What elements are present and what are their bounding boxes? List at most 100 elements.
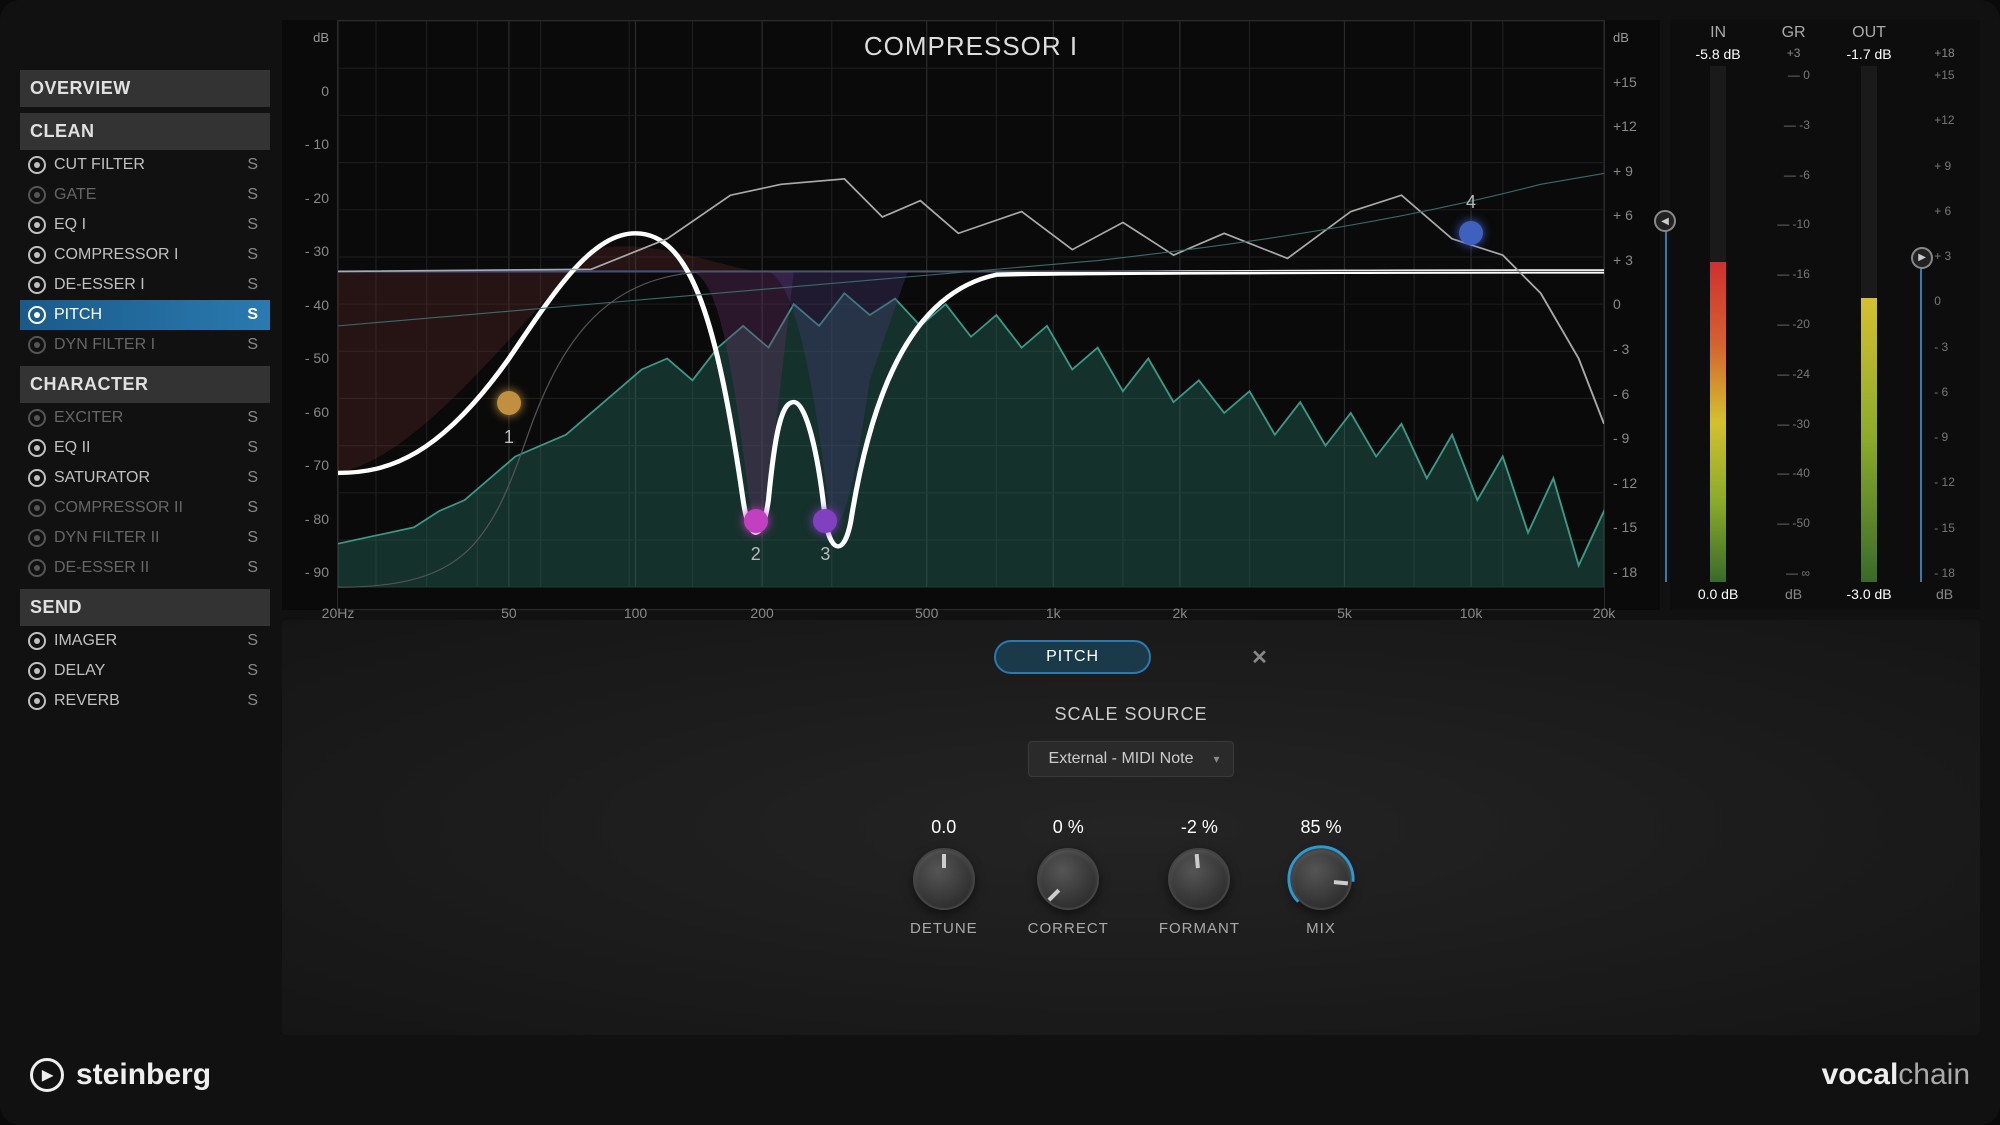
meters-panel: IN -5.8 dB ◀ 0.0 dB GR +3 — 0— -3— -6 <box>1670 20 1980 610</box>
module-gate[interactable]: GATE S <box>20 180 270 210</box>
power-icon[interactable] <box>28 276 46 294</box>
module-imager[interactable]: IMAGER S <box>20 626 270 656</box>
solo-button[interactable]: S <box>243 559 262 577</box>
solo-button[interactable]: S <box>243 306 262 324</box>
module-dyn-filter-i[interactable]: DYN FILTER I S <box>20 330 270 360</box>
module-pitch[interactable]: PITCH S <box>20 300 270 330</box>
module-delay[interactable]: DELAYS <box>20 656 270 686</box>
power-icon[interactable] <box>28 662 46 680</box>
scale-unit-2: dB <box>1936 586 1953 606</box>
knob-dial[interactable] <box>1290 848 1352 910</box>
power-icon[interactable] <box>28 499 46 517</box>
brand-vocal: vocal <box>1822 1058 1899 1091</box>
solo-button[interactable]: S <box>243 632 262 650</box>
knob-label: CORRECT <box>1028 920 1109 937</box>
knob-dial[interactable] <box>913 848 975 910</box>
power-icon[interactable] <box>28 559 46 577</box>
solo-button[interactable]: S <box>243 156 262 174</box>
module-reverb[interactable]: REVERB S <box>20 686 270 716</box>
knob-label: DETUNE <box>910 920 978 937</box>
section-header[interactable]: CHARACTER <box>20 366 270 403</box>
meter-gr-label: GR <box>1782 24 1806 46</box>
pitch-badge[interactable]: PITCH <box>994 640 1151 674</box>
knob-value: 0.0 <box>931 817 956 838</box>
section-header[interactable]: CLEAN <box>20 113 270 150</box>
eq-node-4[interactable] <box>1459 221 1483 245</box>
power-icon[interactable] <box>28 216 46 234</box>
in-gain-slider[interactable]: ◀ <box>1654 210 1676 232</box>
eq-node-label: 3 <box>820 544 830 565</box>
module-de-esser-ii[interactable]: DE-ESSER II S <box>20 553 270 583</box>
solo-button[interactable]: S <box>243 186 262 204</box>
solo-button[interactable]: S <box>243 469 262 487</box>
section-header[interactable]: SEND <box>20 589 270 626</box>
eq-node-1[interactable] <box>497 391 521 415</box>
module-eq-i[interactable]: EQ I S <box>20 210 270 240</box>
knob-dial[interactable] <box>1037 848 1099 910</box>
brand-left-text: steinberg <box>76 1058 211 1092</box>
module-dyn-filter-ii[interactable]: DYN FILTER IIS <box>20 523 270 553</box>
knob-correct: 0 % CORRECT <box>1028 817 1109 937</box>
brand-chain: chain <box>1898 1058 1970 1091</box>
power-icon[interactable] <box>28 529 46 547</box>
power-icon[interactable] <box>28 306 46 324</box>
power-icon[interactable] <box>28 409 46 427</box>
chart-body[interactable]: COMPRESSOR I <box>337 20 1605 610</box>
module-label: COMPRESSOR I <box>54 246 235 264</box>
power-icon[interactable] <box>28 632 46 650</box>
solo-button[interactable]: S <box>243 529 262 547</box>
module-eq-ii[interactable]: EQ IIS <box>20 433 270 463</box>
module-exciter[interactable]: EXCITERS <box>20 403 270 433</box>
knob-label: MIX <box>1306 920 1336 937</box>
solo-button[interactable]: S <box>243 409 262 427</box>
left-db-axis: dB0- 10- 20- 30- 40- 50- 60- 70- 80- 90 <box>282 20 337 610</box>
power-icon[interactable] <box>28 186 46 204</box>
brand-left: steinberg <box>30 1058 211 1092</box>
solo-button[interactable]: S <box>243 216 262 234</box>
section-header[interactable]: OVERVIEW <box>20 70 270 107</box>
knobs-row: 0.0DETUNE0 %CORRECT-2 %FORMANT85 %MIX <box>910 817 1352 937</box>
solo-button[interactable]: S <box>243 276 262 294</box>
module-label: IMAGER <box>54 632 235 650</box>
module-compressor-i[interactable]: COMPRESSOR I S <box>20 240 270 270</box>
module-cut-filter[interactable]: CUT FILTERS <box>20 150 270 180</box>
eq-chart[interactable]: dB0- 10- 20- 30- 40- 50- 60- 70- 80- 90 … <box>282 20 1660 610</box>
module-label: DE-ESSER II <box>54 559 235 577</box>
scale-source-label: SCALE SOURCE <box>1054 704 1207 725</box>
scale-unit-1: dB <box>1785 586 1802 606</box>
module-label: DYN FILTER I <box>54 336 235 354</box>
knob-value: -2 % <box>1181 817 1218 838</box>
knob-value: 0 % <box>1053 817 1084 838</box>
main-row: OVERVIEWCLEANCUT FILTERSGATESEQ ISCOMPRE… <box>20 20 1980 1035</box>
solo-button[interactable]: S <box>243 662 262 680</box>
power-icon[interactable] <box>28 336 46 354</box>
power-icon[interactable] <box>28 469 46 487</box>
module-compressor-ii[interactable]: COMPRESSOR IIS <box>20 493 270 523</box>
eq-node-3[interactable] <box>813 509 837 533</box>
module-label: GATE <box>54 186 235 204</box>
power-icon[interactable] <box>28 692 46 710</box>
module-label: EQ I <box>54 216 235 234</box>
module-label: REVERB <box>54 692 235 710</box>
knob-dial[interactable] <box>1168 848 1230 910</box>
solo-button[interactable]: S <box>243 499 262 517</box>
meter-in-peak: -5.8 dB <box>1695 46 1740 66</box>
power-icon[interactable] <box>28 156 46 174</box>
module-label: PITCH <box>54 306 235 324</box>
module-saturator[interactable]: SATURATORS <box>20 463 270 493</box>
solo-button[interactable]: S <box>243 336 262 354</box>
out-scale-top: +18 <box>1934 46 1954 66</box>
meter-out-scale: +18 +15+12+ 9+ 6+ 30- 3- 6- 9- 12- 15- 1… <box>1915 24 1974 606</box>
power-icon[interactable] <box>28 439 46 457</box>
solo-button[interactable]: S <box>243 692 262 710</box>
app-root: OVERVIEWCLEANCUT FILTERSGATESEQ ISCOMPRE… <box>0 0 2000 1125</box>
solo-button[interactable]: S <box>243 439 262 457</box>
close-icon[interactable]: ✕ <box>1251 645 1268 670</box>
solo-button[interactable]: S <box>243 246 262 264</box>
pitch-panel: PITCH ✕ SCALE SOURCE External - MIDI Not… <box>282 620 1980 1035</box>
eq-node-2[interactable] <box>744 509 768 533</box>
power-icon[interactable] <box>28 246 46 264</box>
scale-source-dropdown[interactable]: External - MIDI Note <box>1028 741 1235 777</box>
meter-out-track: ▶ <box>1827 66 1911 582</box>
module-de-esser-i[interactable]: DE-ESSER IS <box>20 270 270 300</box>
